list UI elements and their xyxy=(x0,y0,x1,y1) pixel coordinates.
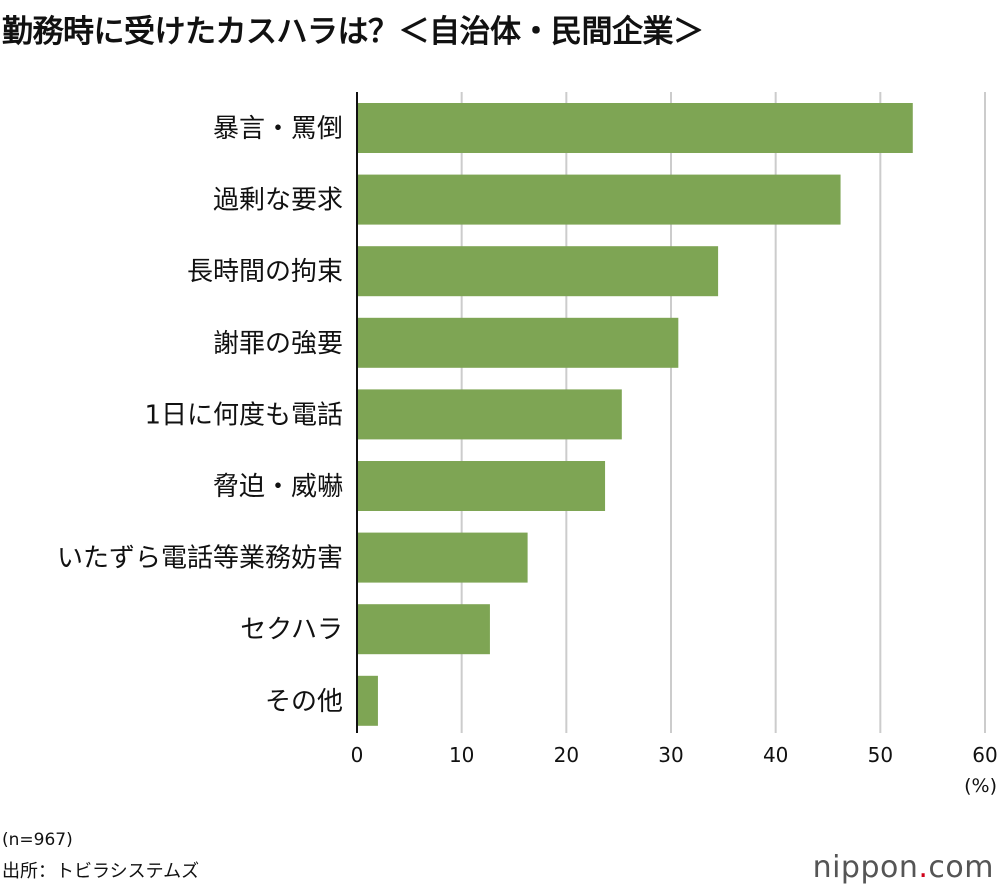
bar xyxy=(357,103,913,153)
source-note: 出所：トビラシステムズ xyxy=(2,861,200,882)
x-tick-label: 30 xyxy=(658,743,683,767)
logo-suffix: com xyxy=(928,850,994,885)
nippon-logo: nippon.com xyxy=(813,850,994,885)
category-label: 長時間の拘束 xyxy=(187,257,343,287)
category-label: 過剰な要求 xyxy=(213,186,343,216)
category-label: いたずら電話等業務妨害 xyxy=(57,544,343,574)
x-unit-label: (%) xyxy=(964,775,997,797)
x-tick-label: 10 xyxy=(449,743,474,767)
x-tick-label: 20 xyxy=(554,743,579,767)
bar xyxy=(357,246,719,297)
bar xyxy=(357,389,622,440)
category-label: 1日に何度も電話 xyxy=(144,400,343,430)
bar xyxy=(357,174,841,225)
category-label: 暴言・罵倒 xyxy=(213,114,343,144)
x-tick-label: 50 xyxy=(868,743,893,767)
bar xyxy=(357,675,378,726)
category-label: セクハラ xyxy=(240,615,343,645)
category-label: 謝罪の強要 xyxy=(213,329,343,359)
bar xyxy=(357,461,606,511)
chart-title: 勤務時に受けたカスハラは？＜自治体・民間企業＞ xyxy=(2,14,704,50)
bar xyxy=(357,604,490,655)
sample-size-note: (n=967) xyxy=(2,830,73,850)
x-tick-label: 0 xyxy=(351,743,364,767)
logo-dot: . xyxy=(918,850,929,885)
x-tick-label: 60 xyxy=(972,743,997,767)
logo-name: nippon xyxy=(812,850,919,885)
x-tick-label: 40 xyxy=(763,743,788,767)
category-label: その他 xyxy=(265,687,343,717)
category-label: 脅迫・威嚇 xyxy=(213,472,343,502)
bar xyxy=(357,317,679,368)
bar xyxy=(357,532,528,583)
